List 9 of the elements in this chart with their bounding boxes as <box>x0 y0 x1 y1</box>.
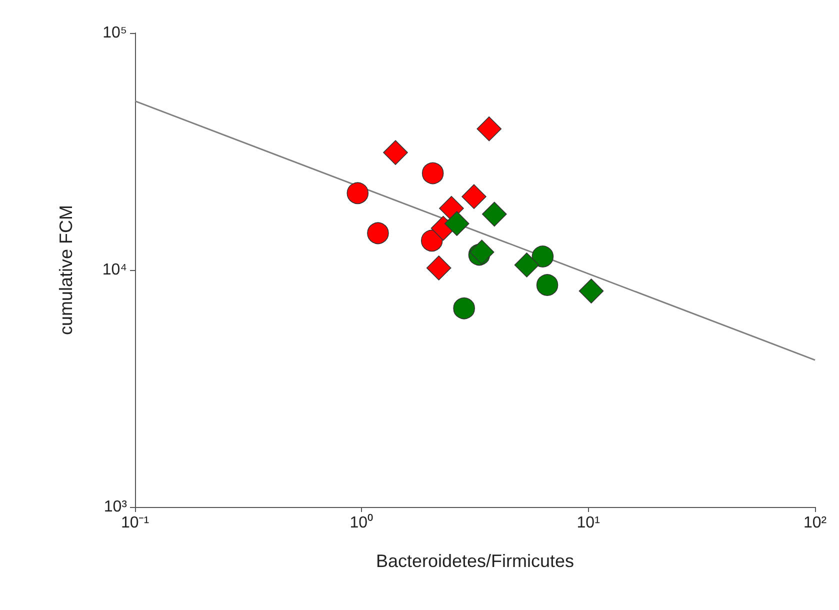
x-tick-label: 10¹ <box>576 514 600 532</box>
y-tick-label: 10³ <box>104 498 128 516</box>
y-axis-title: cumulative FCM <box>56 204 76 336</box>
x-axis-title: Bacteroidetes/Firmicutes <box>376 551 574 571</box>
x-tick-label: 10⁻¹ <box>120 514 150 532</box>
y-tick-label: 10⁵ <box>102 24 127 42</box>
y-tick-label: 10⁴ <box>102 262 128 278</box>
x-tick-label: 10² <box>803 514 828 532</box>
x-tick-label: 10⁰ <box>350 514 374 532</box>
